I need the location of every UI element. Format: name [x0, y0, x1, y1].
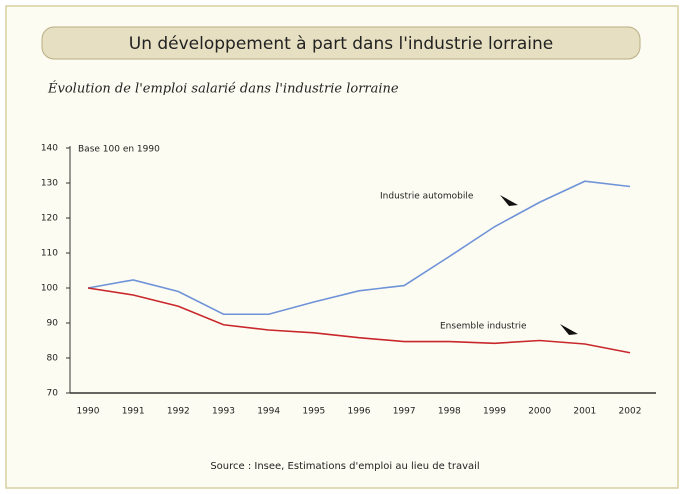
series-line: [87, 287, 631, 354]
series-line: [87, 180, 631, 316]
x-tick-label: 1994: [257, 407, 280, 417]
y-axis-label: Base 100 en 1990: [78, 145, 160, 155]
x-tick-label: 1993: [212, 407, 235, 417]
x-tick-label: 1992: [167, 407, 190, 417]
x-tick-label: 1998: [438, 407, 461, 417]
y-tick-label: 110: [41, 249, 58, 259]
x-tick-label: 1997: [393, 407, 416, 417]
chart-subtitle: Évolution de l'emploi salarié dans l'ind…: [47, 81, 399, 97]
legend-label: Ensemble industrie: [440, 322, 527, 332]
chart-title: Un développement à part dans l'industrie…: [129, 34, 554, 54]
y-tick-label: 90: [47, 319, 59, 329]
y-tick-label: 80: [47, 354, 59, 364]
x-tick-label: 1990: [77, 407, 100, 417]
legend-label: Industrie automobile: [380, 192, 474, 202]
x-tick-label: 2000: [528, 407, 551, 417]
y-tick-label: 130: [41, 179, 58, 189]
y-tick-label: 140: [41, 144, 58, 154]
annotation-arrow: [500, 195, 518, 206]
x-tick-label: 1991: [122, 407, 145, 417]
x-tick-label: 1996: [348, 407, 371, 417]
x-tick-label: 1995: [302, 407, 325, 417]
y-tick-label: 120: [41, 214, 58, 224]
x-tick-label: 1999: [483, 407, 506, 417]
annotation-arrow: [560, 324, 578, 335]
y-tick-label: 70: [47, 389, 59, 399]
y-tick-label: 100: [41, 284, 58, 294]
x-tick-label: 2002: [619, 407, 642, 417]
title-box: [41, 26, 641, 60]
source: Source : Insee, Estimations d'emploi au …: [210, 461, 479, 472]
frame: [5, 5, 679, 489]
x-tick-label: 2001: [573, 407, 596, 417]
